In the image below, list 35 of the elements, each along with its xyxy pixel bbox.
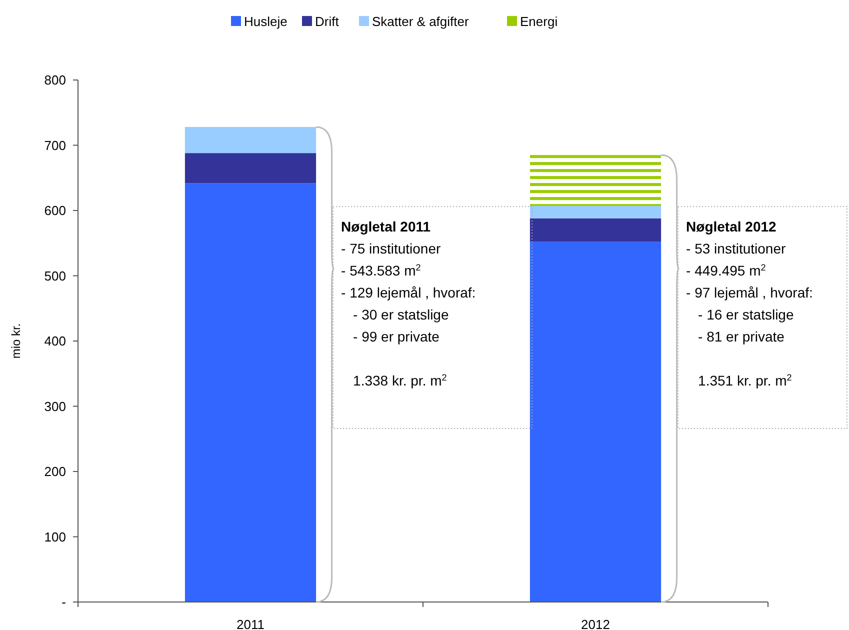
annotation: - 449.495 m$^{2}$ bbox=[686, 262, 766, 278]
annotation: - 16 er statslige bbox=[698, 306, 794, 322]
legend-label: Energi bbox=[520, 14, 558, 29]
annotation: - 53 institutioner bbox=[686, 240, 786, 256]
x-tick-label: 2011 bbox=[236, 617, 264, 630]
annotation: - 30 er statslige bbox=[353, 306, 449, 322]
y-tick-label: 800 bbox=[44, 72, 66, 88]
x-tick-label: 2012 bbox=[581, 617, 610, 630]
annotation: - 81 er private bbox=[698, 328, 785, 344]
annotation: - 543.583 m$^{2}$ bbox=[341, 262, 421, 278]
legend-label: Husleje bbox=[244, 14, 288, 29]
bar bbox=[530, 218, 662, 242]
y-tick-label: 200 bbox=[44, 464, 66, 480]
legend-label: Drift bbox=[315, 14, 340, 29]
bar bbox=[530, 155, 662, 206]
annotation: Nøgletal 2012 bbox=[686, 218, 777, 234]
y-tick-label: 700 bbox=[44, 138, 66, 153]
y-tick-label: 400 bbox=[44, 334, 66, 349]
y-tick-label: 100 bbox=[44, 529, 66, 544]
y-axis-title: mio kr. bbox=[9, 323, 23, 359]
annotation: Nøgletal 2011 bbox=[341, 218, 431, 234]
annotation: - 129 lejemål , hvoraf: bbox=[341, 284, 476, 300]
bar bbox=[184, 153, 316, 184]
annotation: 1.338 kr. pr. m$^{2}$ bbox=[353, 372, 447, 388]
annotation: 1.351 kr. pr. m$^{2}$ bbox=[698, 372, 792, 388]
y-tick-label: - bbox=[62, 594, 66, 610]
legend-label: Skatter & afgifter bbox=[372, 14, 470, 29]
annotation: - 99 er private bbox=[353, 328, 440, 344]
y-tick-label: 300 bbox=[44, 398, 66, 414]
bar bbox=[530, 206, 662, 218]
annotation: - 75 institutioner bbox=[341, 240, 441, 256]
y-tick-label: 600 bbox=[44, 203, 66, 218]
y-tick-label: 500 bbox=[44, 268, 66, 284]
bar bbox=[184, 126, 316, 154]
annotation: - 97 lejemål , hvoraf: bbox=[686, 284, 813, 300]
